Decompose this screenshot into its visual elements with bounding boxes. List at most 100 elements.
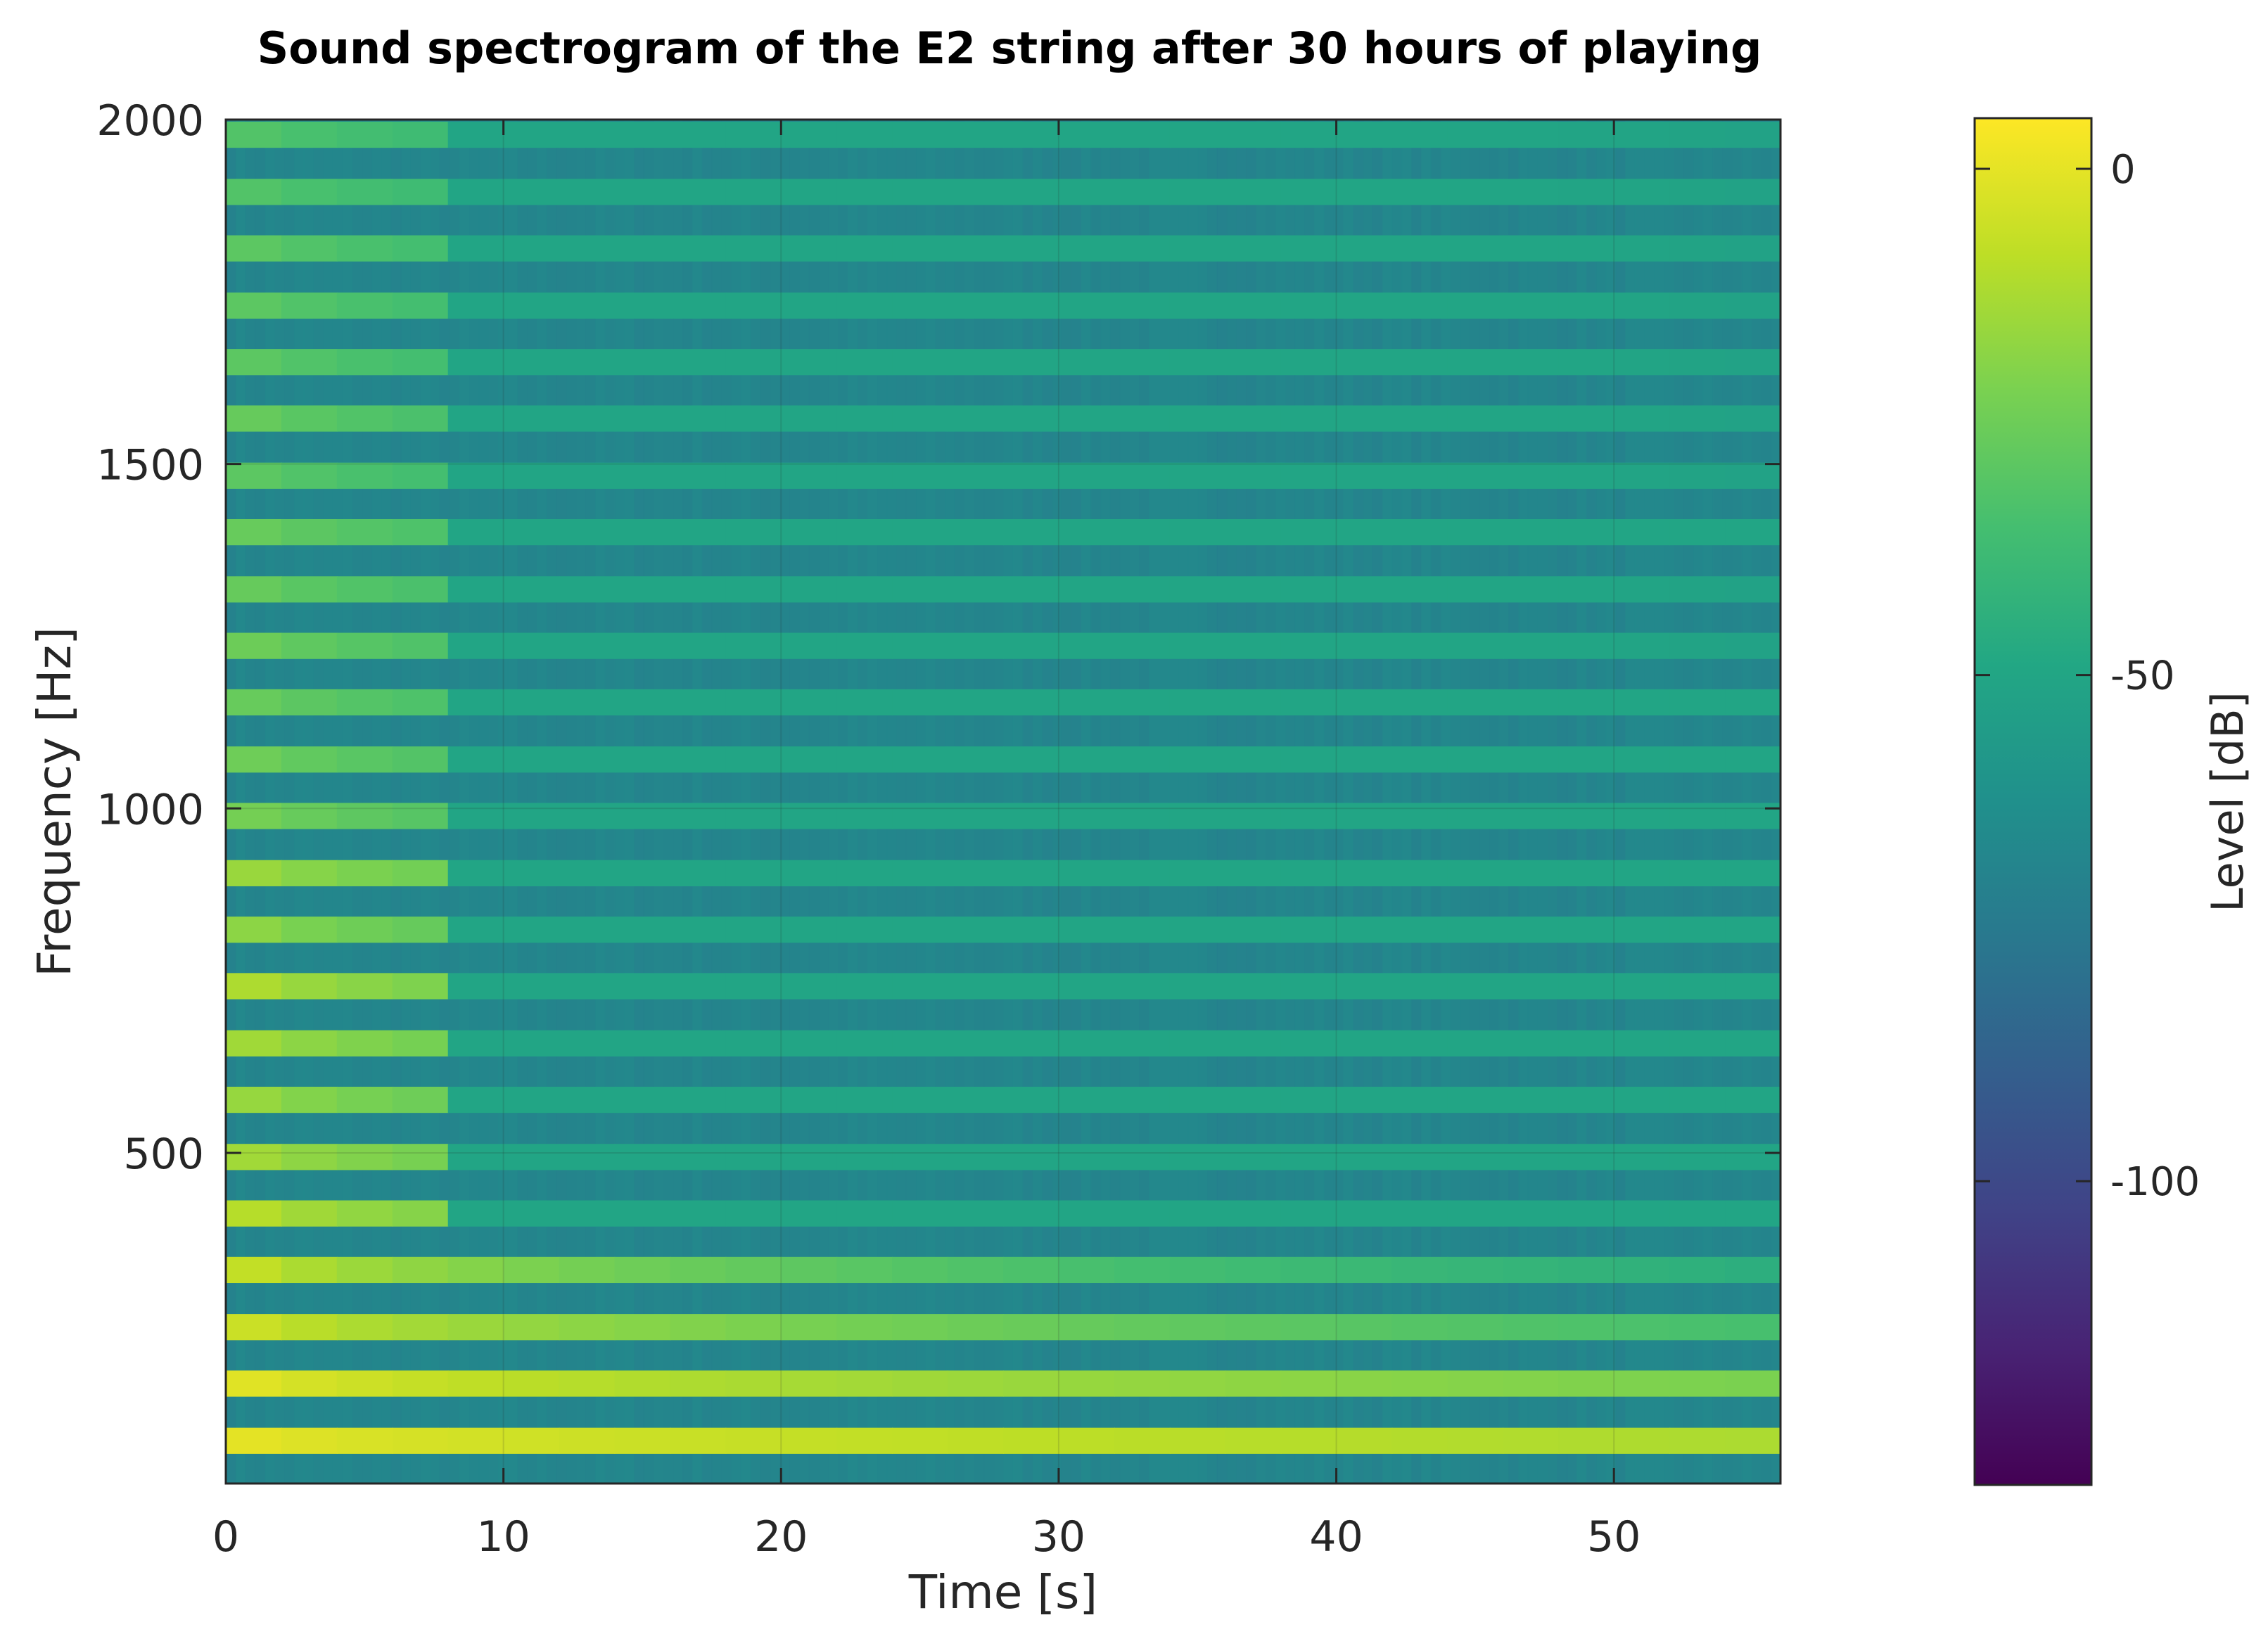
harmonic-segment [1614, 1427, 1671, 1454]
harmonic-segment [1225, 462, 1282, 489]
harmonic-segment [1725, 1370, 1780, 1397]
noise-column [1042, 120, 1053, 1484]
plot-area: 0 10 20 30 40 50 500 1000 1500 2000 [96, 96, 1782, 1562]
harmonic-segment [1280, 860, 1337, 886]
harmonic-segment [948, 1370, 1004, 1397]
harmonic-segment [1169, 179, 1226, 205]
harmonic-segment [1003, 121, 1059, 148]
harmonic-segment [614, 235, 671, 262]
harmonic-segment [336, 803, 393, 829]
noise-column [537, 120, 547, 1484]
harmonic-segment [836, 1370, 893, 1397]
harmonic-segment [281, 803, 338, 829]
harmonic-segment [1225, 1030, 1282, 1057]
harmonic-segment [1058, 860, 1115, 886]
noise-column [1567, 120, 1577, 1484]
harmonic-segment [1114, 1144, 1171, 1170]
harmonic-segment [447, 803, 504, 829]
harmonic-segment [1558, 1427, 1615, 1454]
harmonic-segment [1447, 1030, 1504, 1057]
harmonic-segment [1114, 1427, 1171, 1454]
harmonic-segment [1003, 405, 1059, 432]
harmonic-segment [1558, 1314, 1615, 1341]
harmonic-segment [392, 1086, 449, 1114]
noise-column [945, 120, 955, 1484]
harmonic-segment [1503, 1144, 1560, 1170]
harmonic-segment [1503, 405, 1560, 432]
harmonic-segment [226, 1427, 282, 1454]
harmonic-segment [1336, 860, 1393, 886]
noise-column [1470, 120, 1480, 1484]
harmonic-segment [670, 689, 727, 716]
harmonic-segment [670, 1314, 727, 1341]
harmonic-segment [1114, 1200, 1171, 1227]
noise-column [556, 120, 567, 1484]
harmonic-segment [392, 1200, 449, 1227]
harmonic-segment [1503, 1427, 1560, 1454]
harmonic-segment [1058, 1086, 1115, 1114]
harmonic-segment [670, 235, 727, 262]
harmonic-segment [614, 576, 671, 603]
harmonic-segment [281, 576, 338, 603]
harmonic-segment [892, 1427, 949, 1454]
harmonic-segment [226, 462, 282, 489]
harmonic-segment [1336, 1030, 1393, 1057]
harmonic-segment [725, 1427, 782, 1454]
y-tick-label: 1000 [96, 785, 204, 834]
noise-column [313, 120, 324, 1484]
harmonic-segment [1725, 1314, 1780, 1341]
harmonic-segment [1336, 917, 1393, 943]
harmonic-segment [670, 1256, 727, 1284]
y-tick-label: 1500 [96, 441, 204, 490]
harmonic-band [226, 803, 1780, 829]
colorbar-ticks: 0 -50 -100 [1975, 147, 2200, 1205]
harmonic-segment [281, 462, 338, 489]
harmonic-band [226, 1370, 1780, 1397]
harmonic-band [226, 405, 1780, 432]
harmonic-segment [1336, 689, 1393, 716]
harmonic-segment [1058, 1370, 1115, 1397]
noise-column [682, 120, 693, 1484]
harmonic-segment [1503, 632, 1560, 659]
noise-column [711, 120, 722, 1484]
harmonic-segment [1169, 917, 1226, 943]
noise-column [1479, 120, 1490, 1484]
harmonic-segment [836, 349, 893, 376]
harmonic-segment [670, 349, 727, 376]
harmonic-segment [1558, 349, 1615, 376]
harmonic-segment [1391, 405, 1448, 432]
noise-column [1353, 120, 1364, 1484]
harmonic-segment [392, 179, 449, 205]
harmonic-segment [1558, 973, 1615, 1000]
harmonic-segment [725, 1256, 782, 1284]
harmonic-segment [1669, 1086, 1726, 1114]
noise-column [1129, 120, 1140, 1484]
harmonic-segment [1725, 179, 1780, 205]
harmonic-segment [1669, 121, 1726, 148]
noise-column [848, 120, 858, 1484]
harmonic-segment [781, 632, 838, 659]
harmonic-segment [392, 632, 449, 659]
harmonic-segment [1558, 405, 1615, 432]
harmonic-segment [1503, 860, 1560, 886]
harmonic-segment [1058, 746, 1115, 773]
harmonic-segment [836, 1086, 893, 1114]
harmonic-segment [1336, 179, 1393, 205]
harmonic-segment [1114, 1256, 1171, 1284]
noise-column [1741, 120, 1752, 1484]
harmonic-band [226, 632, 1780, 659]
harmonic-segment [725, 746, 782, 773]
harmonic-segment [1225, 1314, 1282, 1341]
harmonic-segment [1225, 917, 1282, 943]
harmonic-segment [1225, 292, 1282, 319]
noise-column [1256, 120, 1266, 1484]
harmonic-segment [1336, 1200, 1393, 1227]
noise-column [1537, 120, 1548, 1484]
harmonic-segment [1558, 576, 1615, 603]
harmonic-segment [614, 803, 671, 829]
harmonic-segment [1447, 973, 1504, 1000]
harmonic-segment [447, 746, 504, 773]
harmonic-segment [1225, 1086, 1282, 1114]
harmonic-segment [392, 973, 449, 1000]
harmonic-segment [1503, 121, 1560, 148]
